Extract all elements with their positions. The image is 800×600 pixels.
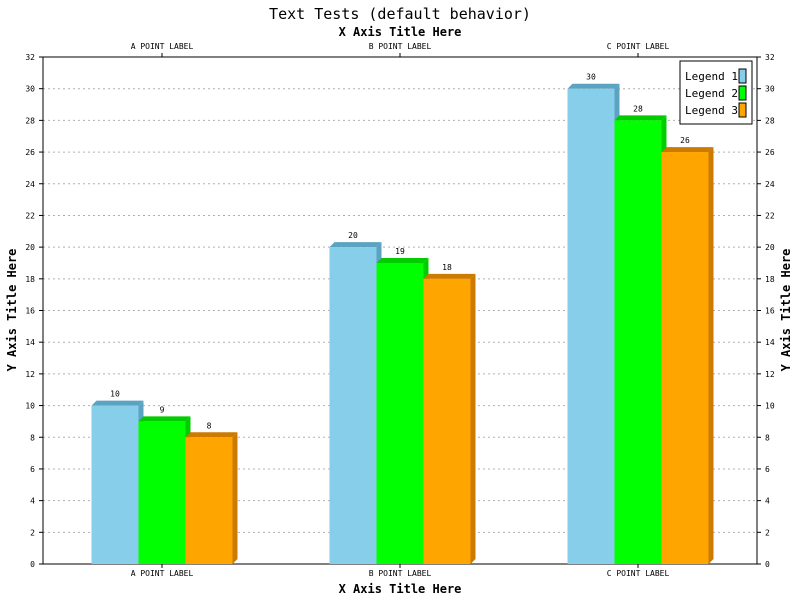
y-axis-title-left: Y Axis Title Here: [5, 249, 19, 372]
bar-data-label: 10: [110, 390, 120, 399]
y-tick-label-right: 28: [765, 116, 775, 125]
y-tick-label-left: 6: [30, 465, 35, 474]
y-tick-label-right: 22: [765, 211, 775, 220]
y-tick-label-right: 32: [765, 53, 775, 62]
y-tick-label-right: 26: [765, 148, 775, 157]
x-category-label-bottom: C POINT LABEL: [607, 569, 670, 578]
bar-top-face: [138, 416, 191, 422]
y-tick-label-right: 0: [765, 560, 770, 569]
legend-swatch: [738, 68, 747, 84]
bar-side-face: [708, 147, 714, 564]
bar-data-label: 28: [633, 104, 643, 113]
y-tick-label-left: 2: [30, 528, 35, 537]
legend-swatch: [738, 102, 747, 118]
bar: [661, 152, 709, 564]
legend-item-label: Legend 1: [685, 70, 738, 83]
bar-data-label: 19: [395, 247, 405, 256]
bar-top-face: [376, 257, 429, 263]
y-tick-label-left: 22: [25, 211, 35, 220]
bar-data-label: 30: [586, 73, 596, 82]
bar-data-label: 9: [160, 405, 165, 414]
y-tick-label-left: 20: [25, 243, 35, 252]
y-tick-label-left: 14: [25, 338, 35, 347]
x-category-label-top: B POINT LABEL: [369, 42, 432, 51]
y-tick-label-left: 18: [25, 275, 35, 284]
bar-side-face: [232, 432, 238, 564]
y-tick-label-right: 6: [765, 465, 770, 474]
bar-top-face: [185, 432, 238, 438]
y-tick-label-left: 4: [30, 497, 35, 506]
x-category-label-bottom: B POINT LABEL: [369, 569, 432, 578]
legend-swatch: [738, 85, 747, 101]
bar-top-face: [614, 115, 667, 121]
y-tick-label-right: 18: [765, 275, 775, 284]
bar: [423, 278, 471, 564]
y-axis-title-right: Y Axis Title Here: [779, 249, 793, 372]
y-tick-label-left: 26: [25, 148, 35, 157]
y-tick-label-left: 32: [25, 53, 35, 62]
y-tick-label-right: 4: [765, 497, 770, 506]
bar: [91, 405, 139, 564]
bar: [329, 247, 377, 564]
y-tick-label-left: 30: [25, 85, 35, 94]
bar: [614, 120, 662, 564]
bar-data-label: 26: [680, 136, 690, 145]
x-category-label-top: C POINT LABEL: [607, 42, 670, 51]
y-tick-label-left: 10: [25, 402, 35, 411]
legend-item-label: Legend 2: [685, 87, 738, 100]
y-tick-label-right: 8: [765, 433, 770, 442]
legend: Legend 1 Legend 2 Legend 3: [679, 60, 753, 125]
bar-side-face: [470, 273, 476, 564]
y-tick-label-left: 16: [25, 307, 35, 316]
y-tick-label-right: 16: [765, 307, 775, 316]
y-tick-label-right: 20: [765, 243, 775, 252]
bar: [185, 437, 233, 564]
y-tick-label-left: 8: [30, 433, 35, 442]
y-tick-label-left: 0: [30, 560, 35, 569]
x-axis-title-bottom: X Axis Title Here: [339, 582, 462, 596]
bar: [138, 421, 186, 564]
x-category-label-bottom: A POINT LABEL: [131, 569, 194, 578]
bar-top-face: [423, 273, 476, 279]
x-category-label-top: A POINT LABEL: [131, 42, 194, 51]
x-axis-title-top: X Axis Title Here: [339, 25, 462, 39]
chart-title: Text Tests (default behavior): [269, 5, 531, 23]
y-tick-label-right: 10: [765, 402, 775, 411]
y-tick-label-right: 2: [765, 528, 770, 537]
y-tick-label-right: 12: [765, 370, 775, 379]
bar-data-label: 18: [442, 263, 452, 272]
bar-top-face: [661, 147, 714, 153]
y-tick-label-right: 24: [765, 180, 775, 189]
bar: [376, 262, 424, 564]
y-tick-label-left: 12: [25, 370, 35, 379]
bar-data-label: 20: [348, 231, 358, 240]
y-tick-label-right: 30: [765, 85, 775, 94]
y-tick-label-left: 28: [25, 116, 35, 125]
bar-top-face: [91, 400, 144, 406]
bar-top-face: [329, 242, 382, 248]
y-tick-label-left: 24: [25, 180, 35, 189]
bar-data-label: 8: [207, 421, 212, 430]
y-tick-label-right: 14: [765, 338, 775, 347]
bar-top-face: [567, 83, 620, 89]
legend-item-label: Legend 3: [685, 104, 738, 117]
bar: [567, 88, 615, 564]
